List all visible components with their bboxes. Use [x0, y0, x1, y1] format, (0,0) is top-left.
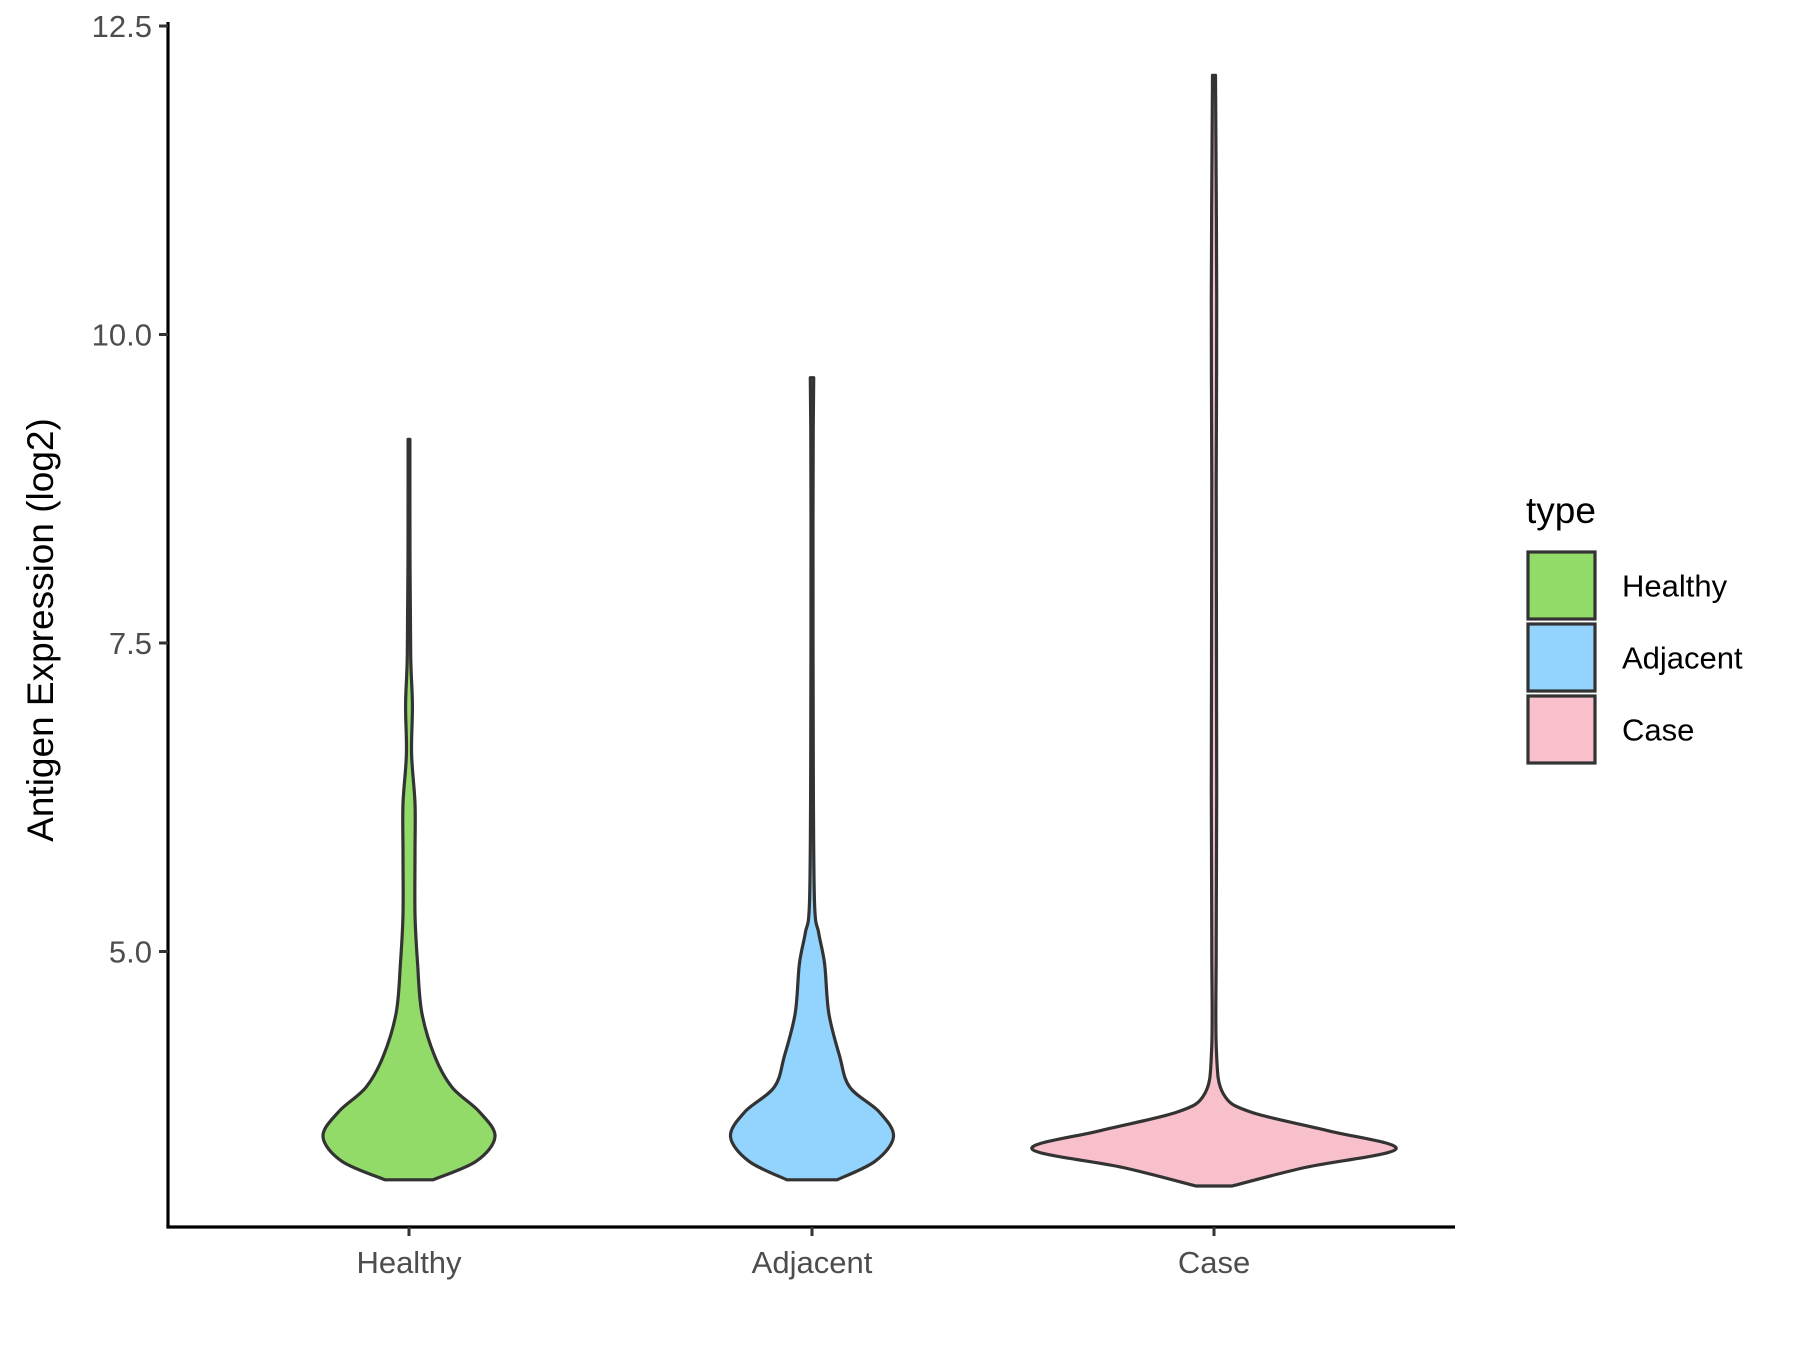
- x-tick-label: Healthy: [356, 1245, 462, 1280]
- legend-label: Case: [1622, 713, 1694, 748]
- legend-key-healthy: [1526, 550, 1597, 621]
- y-tick-label: 12.5: [92, 9, 152, 44]
- violin-healthy: [321, 437, 497, 1182]
- legend-title: type: [1526, 490, 1596, 531]
- y-tick-label: 10.0: [92, 318, 152, 353]
- legend-items: Healthy Adjacent Case: [1526, 550, 1743, 765]
- y-tick-label: 5.0: [109, 935, 152, 970]
- legend-label: Healthy: [1622, 569, 1728, 604]
- legend: type Healthy Adjacent Case: [1526, 490, 1743, 765]
- legend-label: Adjacent: [1622, 641, 1743, 676]
- legend-key-adjacent: [1526, 622, 1597, 693]
- x-tick-label: Case: [1178, 1245, 1250, 1280]
- violins-layer: [321, 73, 1398, 1188]
- legend-key-case: [1526, 694, 1597, 765]
- ticks-layer: 5.0 7.5 10.0 12.5 Healthy Adjacent Case: [92, 9, 1251, 1280]
- violin-adjacent: [728, 376, 896, 1182]
- y-tick-label: 7.5: [109, 626, 152, 661]
- violin-case: [1030, 73, 1398, 1188]
- y-axis-title: Antigen Expression (log2): [20, 418, 61, 842]
- x-tick-label: Adjacent: [752, 1245, 873, 1280]
